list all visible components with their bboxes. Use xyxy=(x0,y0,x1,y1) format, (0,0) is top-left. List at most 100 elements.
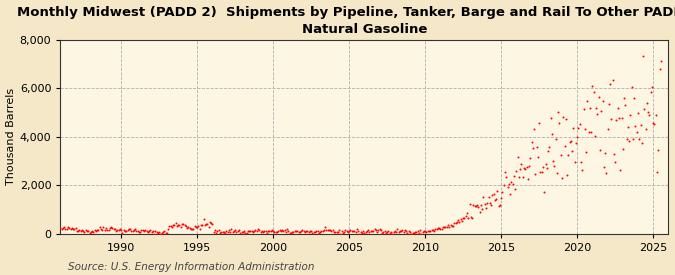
Point xyxy=(518,166,529,170)
Point xyxy=(578,107,589,112)
Point xyxy=(180,224,191,228)
Point xyxy=(453,217,464,222)
Point xyxy=(483,195,494,199)
Point xyxy=(455,217,466,221)
Point xyxy=(529,126,539,131)
Point xyxy=(277,228,288,232)
Point xyxy=(406,231,416,236)
Point xyxy=(534,121,545,125)
Point xyxy=(651,169,662,174)
Point xyxy=(485,201,495,205)
Point xyxy=(161,231,172,236)
Point xyxy=(504,182,514,186)
Point xyxy=(495,203,506,207)
Point xyxy=(444,225,455,230)
Point xyxy=(508,174,519,178)
Point xyxy=(211,231,221,235)
Point xyxy=(553,110,564,114)
Point xyxy=(384,230,395,235)
Point xyxy=(481,205,491,210)
Point xyxy=(563,152,574,157)
Point xyxy=(468,203,479,207)
Point xyxy=(531,145,542,149)
Point xyxy=(358,229,369,233)
Point xyxy=(586,129,597,134)
Point xyxy=(439,224,450,229)
Point xyxy=(378,230,389,234)
Point xyxy=(416,232,427,236)
Point xyxy=(630,123,641,128)
Point xyxy=(115,227,126,231)
Point xyxy=(244,229,254,233)
Point xyxy=(482,201,493,205)
Point xyxy=(307,231,318,235)
Point xyxy=(522,177,533,181)
Point xyxy=(506,180,517,184)
Point xyxy=(250,228,261,233)
Point xyxy=(280,229,291,234)
Point xyxy=(489,197,500,202)
Point xyxy=(407,231,418,235)
Point xyxy=(520,167,531,172)
Point xyxy=(167,225,178,229)
Point xyxy=(234,228,244,232)
Point xyxy=(446,224,457,228)
Point xyxy=(382,230,393,234)
Point xyxy=(316,229,327,233)
Point xyxy=(473,205,484,210)
Point xyxy=(388,230,399,234)
Point xyxy=(362,228,373,233)
Point xyxy=(111,229,122,233)
Point xyxy=(279,227,290,232)
Point xyxy=(624,139,634,144)
Point xyxy=(194,227,205,231)
Point xyxy=(635,123,646,127)
Point xyxy=(206,221,217,226)
Point xyxy=(179,223,190,227)
Point xyxy=(469,204,480,208)
Point xyxy=(589,134,600,139)
Point xyxy=(475,210,485,214)
Point xyxy=(599,165,610,169)
Point xyxy=(106,225,117,229)
Point xyxy=(145,228,156,232)
Point xyxy=(354,231,364,236)
Point xyxy=(242,229,253,233)
Point xyxy=(286,231,296,235)
Point xyxy=(647,85,657,90)
Point xyxy=(591,106,601,110)
Point xyxy=(315,230,325,235)
Point xyxy=(118,228,129,233)
Point xyxy=(566,139,576,143)
Point xyxy=(650,113,661,118)
Point xyxy=(537,165,548,169)
Point xyxy=(231,230,242,234)
Point xyxy=(583,130,594,134)
Point xyxy=(433,226,443,230)
Point xyxy=(113,228,124,232)
Point xyxy=(287,229,298,234)
Point xyxy=(136,228,147,232)
Point xyxy=(601,171,612,175)
Point xyxy=(423,229,433,233)
Point xyxy=(377,231,387,235)
Point xyxy=(402,230,413,235)
Point xyxy=(616,116,627,120)
Point xyxy=(526,139,537,144)
Point xyxy=(259,229,270,233)
Point xyxy=(639,106,650,111)
Point xyxy=(431,227,442,231)
Point xyxy=(333,228,344,232)
Point xyxy=(209,230,219,234)
Point xyxy=(122,228,133,232)
Point xyxy=(640,126,651,131)
Point xyxy=(130,227,140,232)
Point xyxy=(364,230,375,235)
Point xyxy=(342,229,352,233)
Point xyxy=(618,147,628,152)
Point xyxy=(281,227,292,231)
Point xyxy=(131,229,142,233)
Point xyxy=(582,99,593,103)
Point xyxy=(138,229,149,233)
Point xyxy=(470,204,481,208)
